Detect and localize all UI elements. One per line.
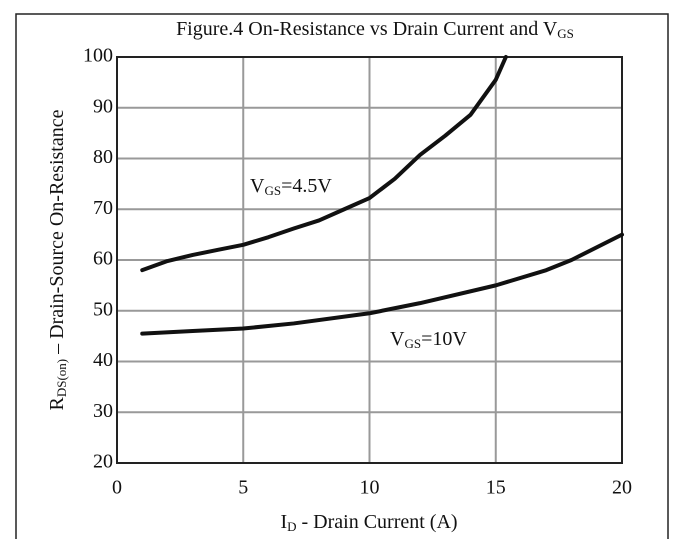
title-text: Figure.4 On-Resistance vs Drain Current …: [176, 18, 558, 40]
series-label-sub: GS: [264, 183, 281, 198]
x-tick-label: 5: [238, 477, 248, 499]
grid: [116, 56, 623, 464]
series-label: VGS=10V: [390, 328, 467, 351]
y-tick-label: 90: [93, 95, 113, 117]
frame: [15, 13, 669, 539]
y-tick-label: 70: [93, 197, 113, 219]
chart-title: Figure.4 On-Resistance vs Drain Current …: [176, 18, 574, 41]
y-tick-label: 80: [93, 146, 113, 168]
y-label-sub: DS(on): [54, 359, 69, 397]
title-sub: GS: [557, 26, 574, 41]
series-line: [140, 232, 624, 336]
x-label-text: I: [280, 511, 287, 533]
y-tick-label: 100: [83, 45, 113, 67]
x-tick-label: 20: [612, 477, 632, 499]
x-label-text: - Drain Current (A): [297, 511, 458, 533]
series-label: VGS=4.5V: [250, 175, 332, 198]
plot-frame: [116, 56, 623, 464]
series-label-text: =4.5V: [281, 175, 332, 197]
y-tick-label: 20: [93, 451, 113, 473]
series-label-text: V: [390, 328, 405, 350]
x-tick-label: 15: [486, 477, 506, 499]
y-tick-label: 40: [93, 349, 113, 371]
y-label-text: R: [46, 397, 68, 411]
y-tick-label: 50: [93, 298, 113, 320]
x-tick-label: 10: [360, 477, 380, 499]
series-label-text: =10V: [421, 328, 467, 350]
y-tick-label: 60: [93, 248, 113, 270]
x-axis-label: ID - Drain Current (A): [280, 511, 457, 534]
series-label-text: V: [250, 175, 265, 197]
x-tick-label: 0: [112, 477, 122, 499]
x-label-sub: D: [287, 519, 296, 534]
y-axis-label: RDS(on) – Drain-Source On-Resistance: [46, 109, 69, 410]
y-label-text: – Drain-Source On-Resistance: [46, 109, 68, 358]
y-tick-label: 30: [93, 400, 113, 422]
series-label-sub: GS: [404, 336, 421, 351]
series-line: [140, 55, 508, 273]
